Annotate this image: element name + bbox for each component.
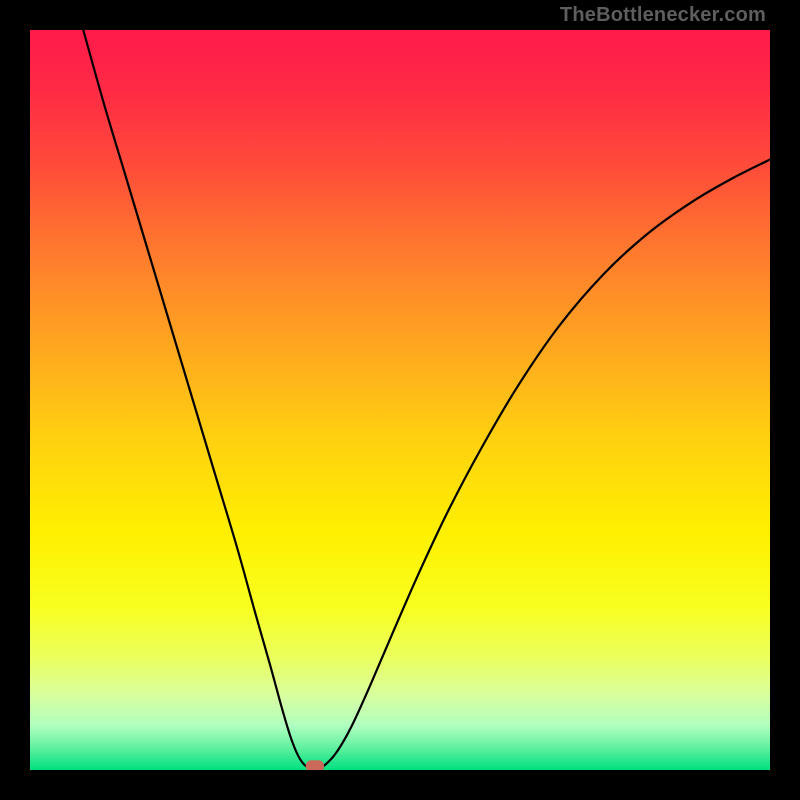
chart-frame: TheBottlenecker.com	[0, 0, 800, 800]
plot-svg	[30, 30, 770, 770]
watermark-text: TheBottlenecker.com	[560, 4, 766, 27]
gradient-background	[30, 30, 770, 770]
optimal-point-marker	[306, 760, 324, 770]
plot-area	[30, 30, 770, 770]
